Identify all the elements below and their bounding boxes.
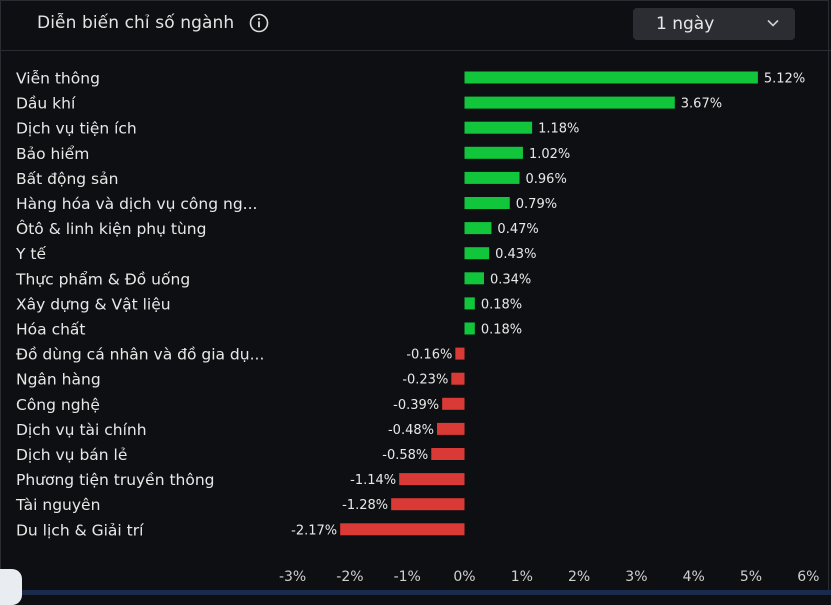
data-label: 0.79% [516,197,557,212]
category-label: Viễn thông [16,70,100,88]
x-tick-label: 6% [797,569,819,585]
category-label: Y tế [15,245,46,263]
category-label: Thực phẩm & Đồ uống [15,270,190,288]
data-label: 0.47% [497,222,538,237]
bar [464,171,520,184]
data-label: -0.23% [402,373,448,388]
bar [464,247,490,260]
x-tick-label: 3% [625,569,647,585]
category-label: Bảo hiểm [16,145,89,163]
x-tick-label: -1% [394,569,421,585]
data-label: -2.17% [291,523,337,538]
page-title: Diễn biến chỉ số ngành [37,13,235,33]
category-label: Dịch vụ tiện ích [16,120,137,138]
data-label: -1.14% [350,473,396,488]
data-label: -0.39% [393,398,439,413]
corner-decoration [0,569,22,605]
bar [464,71,758,84]
bar [464,322,475,335]
bar [464,96,675,109]
bar [464,222,492,235]
category-label: Hóa chất [16,321,86,339]
category-label: Ôtô & linh kiện phụ tùng [16,219,206,238]
data-label: 1.02% [529,147,570,162]
data-label: 3.67% [681,97,722,112]
bar [455,347,465,360]
data-label: -0.16% [406,348,452,363]
bar [464,272,484,285]
chevron-down-icon [767,19,779,27]
bar [340,523,465,536]
x-tick-label: -3% [279,569,306,585]
period-select[interactable]: 1 ngày [633,8,795,40]
bar [391,498,465,511]
data-label: 1.18% [538,122,579,137]
period-selected-value: 1 ngày [656,14,715,34]
data-label: 0.18% [481,297,522,312]
data-label: 0.96% [526,172,567,187]
category-label: Xây dựng & Vật liệu [16,295,171,313]
bar [464,121,533,134]
x-tick-label: 1% [511,569,533,585]
info-circle-icon[interactable] [249,13,269,33]
x-tick-label: 5% [740,569,762,585]
bar [464,297,475,310]
data-label: 0.43% [495,247,536,262]
x-tick-label: 2% [568,569,590,585]
data-label: -0.48% [388,423,434,438]
category-label: Hàng hóa và dịch vụ công ng... [16,195,257,213]
category-label: Công nghệ [16,396,100,414]
category-label: Phương tiện truyền thông [16,471,215,489]
bar [451,372,465,385]
category-label: Bất động sản [16,170,118,188]
bar [442,397,465,410]
category-label: Dịch vụ bán lẻ [16,446,127,464]
data-label: -1.28% [342,498,388,513]
x-tick-label: 0% [453,569,475,585]
category-label: Dịch vụ tài chính [16,421,147,439]
category-label: Ngân hàng [16,371,101,389]
category-label: Tài nguyên [15,496,100,514]
data-label: 0.18% [481,323,522,338]
data-label: 0.34% [490,272,531,287]
data-label: -0.58% [382,448,428,463]
bar [436,422,465,435]
data-label: 5.12% [764,72,805,87]
bar [431,448,465,460]
panel-header: Diễn biến chỉ số ngành 1 ngày [0,0,831,51]
category-label: Du lịch & Giải trí [16,521,144,539]
category-label: Dầu khí [16,95,76,113]
bottom-strip [22,590,831,595]
x-tick-label: 4% [683,569,705,585]
x-tick-label: -2% [336,569,363,585]
bar [399,473,465,486]
bar [464,197,510,209]
bar [464,146,523,159]
category-label: Đồ dùng cá nhân và đồ gia dụ... [16,346,264,364]
